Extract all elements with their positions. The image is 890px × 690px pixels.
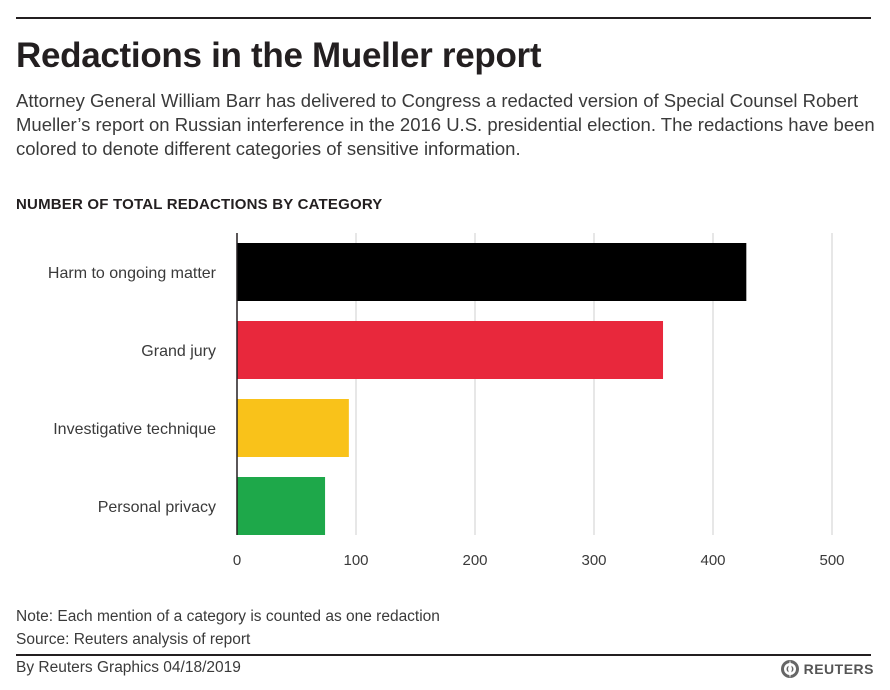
page-title: Redactions in the Mueller report bbox=[16, 36, 542, 75]
category-label: Personal privacy bbox=[98, 499, 216, 516]
bar bbox=[237, 399, 349, 457]
top-rule bbox=[16, 17, 871, 19]
bar bbox=[237, 477, 326, 535]
x-tick-label: 200 bbox=[462, 552, 487, 569]
x-tick-label: 100 bbox=[343, 552, 368, 569]
reuters-logo-icon bbox=[780, 660, 799, 678]
byline: By Reuters Graphics 04/18/2019 bbox=[16, 659, 241, 676]
reuters-logo: REUTERS bbox=[780, 659, 874, 679]
x-tick-label: 300 bbox=[581, 552, 606, 569]
x-tick-label: 500 bbox=[819, 552, 844, 569]
bar bbox=[237, 243, 747, 301]
bars bbox=[237, 243, 747, 535]
bar-chart: Harm to ongoing matter Grand jury Investig… bbox=[48, 233, 845, 569]
x-tick-label: 0 bbox=[233, 552, 241, 569]
reuters-logo-text: REUTERS bbox=[803, 661, 874, 677]
note-text: Note: Each mention of a category is coun… bbox=[16, 608, 440, 625]
category-label: Investigative technique bbox=[53, 421, 216, 438]
source-text: Source: Reuters analysis of report bbox=[16, 631, 251, 648]
x-tick-label: 400 bbox=[700, 552, 725, 569]
category-label: Harm to ongoing matter bbox=[48, 265, 217, 282]
bottom-rule bbox=[16, 654, 871, 656]
category-label: Grand jury bbox=[141, 343, 216, 360]
subtitle: Attorney General William Barr has delive… bbox=[16, 90, 875, 159]
chart-heading: NUMBER OF TOTAL REDACTIONS BY CATEGORY bbox=[16, 196, 383, 213]
category-labels: Harm to ongoing matter Grand jury Investig… bbox=[48, 265, 217, 516]
bar bbox=[237, 321, 664, 379]
tick-labels: 0 100 200 300 400 500 bbox=[233, 552, 845, 569]
